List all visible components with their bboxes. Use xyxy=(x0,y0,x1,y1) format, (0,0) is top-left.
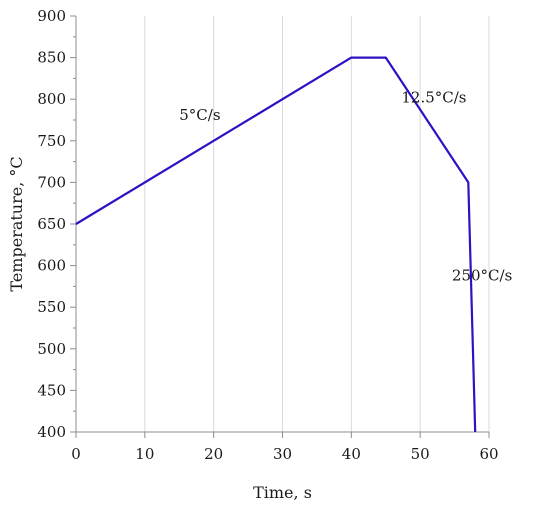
x-axis-title: Time, s xyxy=(253,483,312,502)
y-tick-label-650: 650 xyxy=(37,215,66,233)
annotation-label-1: 12.5°C/s xyxy=(401,89,466,107)
y-tick-label-750: 750 xyxy=(37,132,66,150)
x-tick-label-50: 50 xyxy=(411,445,430,463)
x-tick-label-20: 20 xyxy=(204,445,223,463)
annotations: 5°C/s 12.5°C/s 250°C/s xyxy=(179,89,512,285)
y-tick-label-450: 450 xyxy=(37,381,66,399)
y-tick-label-900: 900 xyxy=(37,7,66,25)
x-tick-label-40: 40 xyxy=(342,445,361,463)
x-tick-label-30: 30 xyxy=(273,445,292,463)
y-tick-label-850: 850 xyxy=(37,49,66,67)
y-tick-label-500: 500 xyxy=(37,340,66,358)
y-tick-label-700: 700 xyxy=(37,173,66,191)
x-tick-label-0: 0 xyxy=(71,445,81,463)
y-tick-label-550: 550 xyxy=(37,298,66,316)
x-tick-label-10: 10 xyxy=(135,445,154,463)
series xyxy=(75,56,477,433)
y-axis-title: Temperature, °C xyxy=(7,156,26,291)
x-tick-labels: 0 10 20 30 40 50 60 xyxy=(71,445,498,463)
grid-lines xyxy=(144,16,490,432)
annotation-label-0: 5°C/s xyxy=(179,106,220,124)
y-tick-labels: 400 450 500 550 600 650 700 750 800 850 900 xyxy=(37,7,66,441)
y-tick-label-400: 400 xyxy=(37,423,66,441)
series-line-0 xyxy=(75,56,477,433)
y-tick-label-600: 600 xyxy=(37,257,66,275)
y-tick-label-800: 800 xyxy=(37,90,66,108)
tick-marks xyxy=(70,15,490,438)
x-tick-label-60: 60 xyxy=(479,445,498,463)
annotation-label-2: 250°C/s xyxy=(452,267,512,285)
